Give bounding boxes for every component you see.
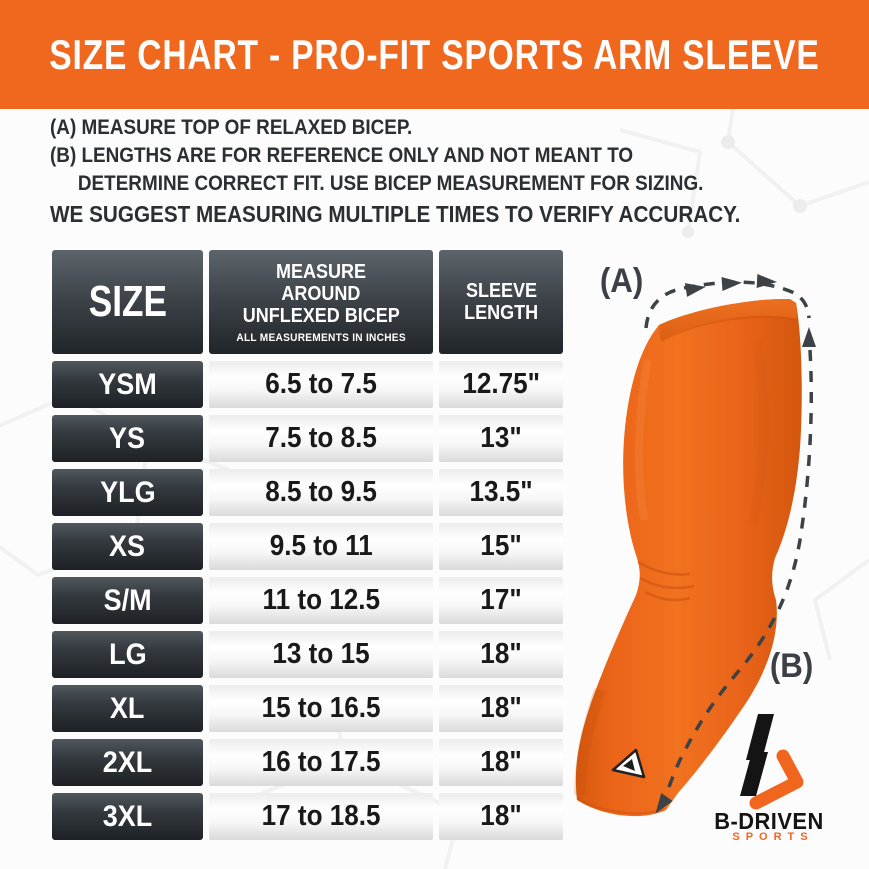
sleeve-length-cell: 18" (439, 631, 563, 678)
note-accuracy: WE SUGGEST MEASURING MULTIPLE TIMES TO V… (50, 201, 741, 227)
label-a: (A) (599, 262, 644, 300)
size-cell: XS (52, 523, 203, 570)
measure-b-arrowheads (655, 327, 816, 814)
sleeve-shape (574, 298, 802, 817)
sleeve-length-cell: 13.5" (439, 469, 563, 516)
sleeve-length-cell: 12.75" (439, 361, 563, 408)
bicep-cell: 11 to 12.5 (209, 577, 433, 624)
sleeve-length-cell: 18" (439, 739, 563, 786)
measure-b-line (662, 349, 814, 801)
sleeve-length-cell: 13" (439, 415, 563, 462)
bicep-cell: 9.5 to 11 (209, 523, 433, 570)
size-table: SIZE MEASURE AROUND UNFLEXED BICEP ALL M… (52, 250, 563, 840)
column-header-size: SIZE (52, 250, 203, 354)
bicep-cell: 16 to 17.5 (209, 739, 433, 786)
size-cell: S/M (52, 577, 203, 624)
size-cell: LG (52, 631, 203, 678)
note-b-line2: DETERMINE CORRECT FIT. USE BICEP MEASURE… (77, 172, 704, 195)
note-b-line1: (B) LENGTHS ARE FOR REFERENCE ONLY AND N… (50, 144, 634, 167)
label-b: (B) (769, 647, 814, 685)
size-cell: 3XL (52, 793, 203, 840)
bicep-cell: 15 to 16.5 (209, 685, 433, 732)
elbow-wrinkles (637, 560, 695, 602)
bicep-cell: 8.5 to 9.5 (209, 469, 433, 516)
bicep-cell: 17 to 18.5 (209, 793, 433, 840)
sleeve-length-cell: 18" (439, 685, 563, 732)
measurement-notes: (A) MEASURE TOP OF RELAXED BICEP. (B) LE… (50, 114, 817, 231)
column-header-bicep: MEASURE AROUND UNFLEXED BICEP ALL MEASUR… (209, 250, 433, 354)
bicep-cell: 6.5 to 7.5 (209, 361, 433, 408)
size-cell: YLG (52, 469, 203, 516)
bicep-cell: 7.5 to 8.5 (209, 415, 433, 462)
sleeve-length-cell: 17" (439, 577, 563, 624)
page-title: SIZE CHART - PRO-FIT SPORTS ARM SLEEVE (49, 30, 820, 78)
sleeve-logo-patch (611, 748, 646, 779)
size-cell: XL (52, 685, 203, 732)
size-cell: 2XL (52, 739, 203, 786)
brand-logo-mark (740, 714, 804, 810)
brand-tagline: SPORTS (732, 831, 814, 843)
sleeve-length-cell: 15" (439, 523, 563, 570)
bicep-cell: 13 to 15 (209, 631, 433, 678)
note-a: (A) MEASURE TOP OF RELAXED BICEP. (50, 116, 413, 139)
size-cell: YS (52, 415, 203, 462)
measure-a-arrowheads (684, 274, 777, 297)
size-cell: YSM (52, 361, 203, 408)
brand-name: B-DRIVEN (714, 808, 824, 834)
units-note: ALL MEASUREMENTS IN INCHES (236, 331, 406, 344)
title-banner: SIZE CHART - PRO-FIT SPORTS ARM SLEEVE (0, 0, 869, 109)
column-header-sleeve-length: SLEEVE LENGTH (439, 250, 563, 354)
sleeve-length-cell: 18" (439, 793, 563, 840)
